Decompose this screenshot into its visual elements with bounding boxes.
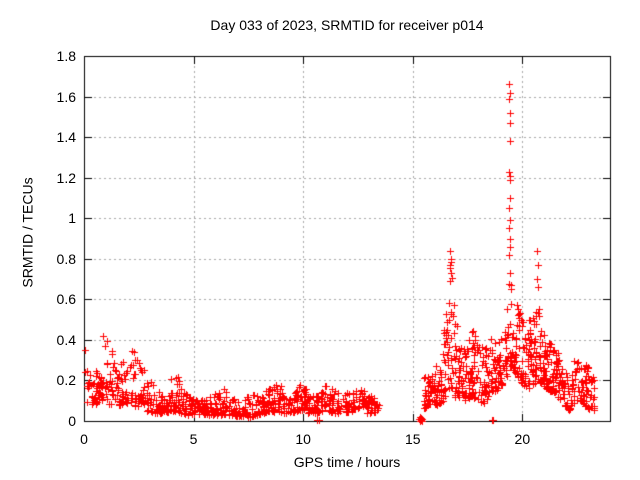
y-tick-label: 0.6 — [56, 291, 76, 308]
chart-title: Day 033 of 2023, SRMTID for receiver p01… — [210, 17, 484, 33]
x-tick-label: 5 — [189, 431, 198, 447]
y-tick-label: 1.6 — [56, 88, 76, 105]
y-tick-label: 0.4 — [56, 331, 76, 348]
y-tick-label: 1.2 — [56, 169, 76, 186]
x-tick-label: 0 — [80, 431, 88, 447]
x-tick-label: 10 — [295, 431, 311, 447]
x-axis-label: GPS time / hours — [293, 454, 401, 470]
y-tick-label: 0.8 — [56, 250, 76, 267]
y-tick-label: 0 — [68, 413, 76, 429]
y-tick-label: 1 — [68, 210, 76, 227]
x-tick-label: 20 — [514, 431, 531, 447]
x-tick-label: 15 — [404, 431, 421, 447]
y-tick-label: 1.4 — [56, 129, 76, 146]
y-tick-label: 1.8 — [56, 48, 76, 64]
y-tick-label: 0.2 — [56, 372, 76, 389]
